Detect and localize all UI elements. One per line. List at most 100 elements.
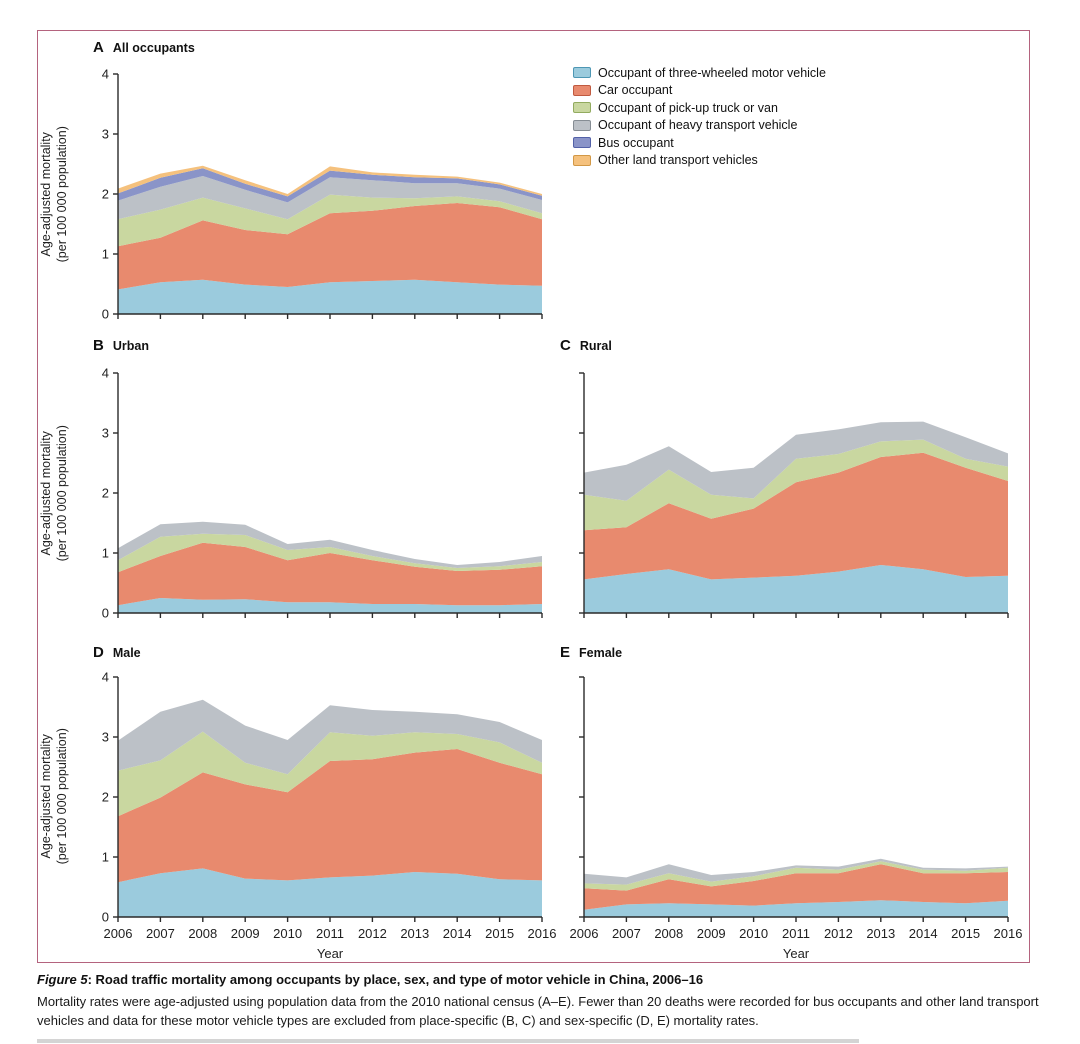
panel-e-label: Female <box>579 646 623 660</box>
panel-a-chart: 0 1 2 3 4 <box>82 66 558 328</box>
area-car <box>118 749 542 883</box>
x-tick-label: 2013 <box>400 926 429 941</box>
area-pickup <box>584 861 1008 891</box>
y-axis-title-line2: (per 100 000 population) <box>55 728 69 865</box>
legend-label: Bus occupant <box>598 135 674 150</box>
y-tick-label: 2 <box>102 187 109 202</box>
y-tick-label: 1 <box>102 546 109 561</box>
y-tick-label: 0 <box>102 910 109 925</box>
area-three_wheeled <box>118 279 542 314</box>
three_wheeled-swatch-icon <box>573 67 591 79</box>
caption-body: Mortality rates were age-adjusted using … <box>37 994 1039 1028</box>
figure-frame: A All occupants B Urban C Rural D Male E Fema… <box>37 30 1030 963</box>
x-tick-label: 2014 <box>909 926 938 941</box>
y-axis-title-d: Age-adjusted mortality (per 100 000 popu… <box>38 676 71 916</box>
y-tick-label: 3 <box>102 730 109 745</box>
panel-a-title: A All occupants <box>93 39 195 57</box>
x-tick-label: 2016 <box>528 926 557 941</box>
y-axis-title-line1: Age-adjusted mortality <box>38 132 53 257</box>
panel-d-letter: D <box>93 644 104 661</box>
legend-item-pickup: Occupant of pick-up truck or van <box>573 99 826 117</box>
heavy-swatch-icon <box>573 119 591 131</box>
panel-d-chart: 0 1 2 3 4 2006 2007 2008 2009 2010 2011 2012 2013 201… <box>82 669 558 965</box>
x-tick-label: 2006 <box>570 926 599 941</box>
panel-c-chart <box>548 365 1024 627</box>
area-three_wheeled <box>584 565 1008 613</box>
area-pickup <box>118 533 542 573</box>
legend-label: Other land transport vehicles <box>598 153 758 168</box>
area-heavy <box>118 521 542 568</box>
x-tick-label: 2008 <box>188 926 217 941</box>
y-axis-title-line1: Age-adjusted mortality <box>38 734 53 859</box>
x-tick-label: 2009 <box>697 926 726 941</box>
area-three_wheeled <box>118 868 542 917</box>
panel-b-chart: 0 1 2 3 4 <box>82 365 558 627</box>
x-tick-label: 2012 <box>358 926 387 941</box>
bus-swatch-icon <box>573 137 591 149</box>
pickup-swatch-icon <box>573 102 591 114</box>
area-car <box>584 452 1008 580</box>
legend-label: Car occupant <box>598 83 673 98</box>
x-tick-label: 2011 <box>782 926 810 941</box>
x-tick-label: 2012 <box>824 926 853 941</box>
y-axis <box>579 372 585 614</box>
panel-e-plot-svg: 2006 2007 2008 2009 2010 2011 2012 2013 2014 2015… <box>570 676 1022 961</box>
panel-d-label: Male <box>112 646 141 660</box>
y-tick-label: 3 <box>102 426 109 441</box>
area-car <box>584 864 1008 910</box>
figure-caption: Figure 5: Road traffic mortality among o… <box>37 972 1043 1030</box>
y-tick-label: 2 <box>102 790 109 805</box>
panel-a-label: All occupants <box>112 41 195 55</box>
y-tick-label: 4 <box>102 670 109 685</box>
panel-b-plot-svg: 0 1 2 3 4 <box>102 366 543 621</box>
x-tick-label: 2010 <box>739 926 768 941</box>
area-car <box>118 542 542 606</box>
y-tick-label: 4 <box>102 366 109 381</box>
x-tick-label: 2006 <box>104 926 133 941</box>
legend-label: Occupant of three-wheeled motor vehicle <box>598 65 826 80</box>
panel-c-title: C Rural <box>560 337 612 355</box>
panel-b-label: Urban <box>112 339 149 353</box>
area-heavy <box>584 858 1008 885</box>
legend: Occupant of three-wheeled motor vehicle C… <box>573 64 826 169</box>
y-tick-label: 4 <box>102 67 109 82</box>
x-tick-label: 2008 <box>654 926 683 941</box>
panel-c-letter: C <box>560 337 571 354</box>
y-axis-title-b: Age-adjusted mortality (per 100 000 popu… <box>38 373 71 613</box>
car-swatch-icon <box>573 84 591 96</box>
legend-label: Occupant of heavy transport vehicle <box>598 118 798 133</box>
x-axis-title: Year <box>317 946 344 961</box>
panel-d-title: D Male <box>93 644 141 662</box>
x-tick-label: 2015 <box>951 926 980 941</box>
panel-c-plot-svg <box>579 372 1009 618</box>
y-axis: 0 1 2 3 4 <box>102 670 119 925</box>
area-pickup <box>118 731 542 817</box>
y-axis-title-line1: Age-adjusted mortality <box>38 431 53 556</box>
y-tick-label: 1 <box>102 850 109 865</box>
area-pickup <box>584 439 1008 531</box>
y-axis: 0 1 2 3 4 <box>102 366 119 621</box>
panel-c-label: Rural <box>579 339 612 353</box>
legend-item-other: Other land transport vehicles <box>573 152 826 170</box>
y-tick-label: 0 <box>102 307 109 322</box>
caption-title: Figure 5: Road traffic mortality among o… <box>37 972 1043 987</box>
x-tick-label: 2015 <box>485 926 514 941</box>
area-three_wheeled <box>118 598 542 613</box>
y-axis <box>579 676 585 918</box>
panel-b-title: B Urban <box>93 337 149 355</box>
caption-title-text: : Road traffic mortality among occupants… <box>87 972 704 987</box>
cropped-next-section-edge <box>37 1039 859 1043</box>
x-tick-label: 2011 <box>316 926 344 941</box>
x-axis: 2006 2007 2008 2009 2010 2011 2012 2013 2014 2015… <box>570 916 1022 961</box>
legend-item-car: Car occupant <box>573 82 826 100</box>
area-three_wheeled <box>584 900 1008 917</box>
y-axis: 0 1 2 3 4 <box>102 67 119 322</box>
area-car <box>118 203 542 290</box>
panel-a-plot-svg: 0 1 2 3 4 <box>102 67 543 322</box>
x-tick-label: 2007 <box>612 926 641 941</box>
x-axis <box>583 612 1009 618</box>
y-axis-title-line2: (per 100 000 population) <box>55 126 69 263</box>
y-tick-label: 2 <box>102 486 109 501</box>
panel-e-title: E Female <box>560 644 622 662</box>
